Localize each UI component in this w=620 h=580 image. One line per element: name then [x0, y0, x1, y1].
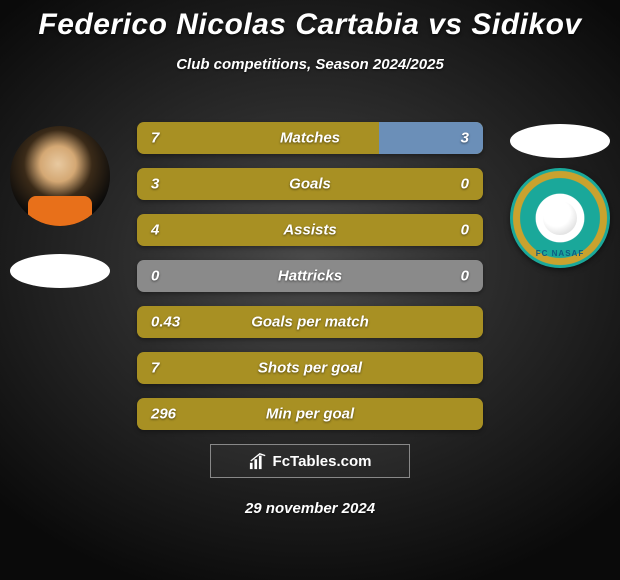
player-left-photo — [10, 126, 110, 226]
stat-label: Assists — [137, 222, 483, 239]
stat-row: 0.43Goals per match — [137, 306, 483, 338]
stats-bars: 73Matches 30Goals 40Assists 00Hattricks 0.43… — [137, 122, 483, 444]
subtitle: Club competitions, Season 2024/2025 — [0, 56, 620, 73]
stat-label: Goals per match — [137, 314, 483, 331]
player-left-flag — [10, 254, 110, 288]
page-title: Federico Nicolas Cartabia vs Sidikov — [0, 0, 620, 42]
stat-label: Shots per goal — [137, 360, 483, 377]
stat-row: 296Min per goal — [137, 398, 483, 430]
stat-row: 40Assists — [137, 214, 483, 246]
branding-text: FcTables.com — [273, 453, 372, 470]
stat-label: Min per goal — [137, 406, 483, 423]
club-badge-text: FC NASAF — [510, 249, 610, 258]
player-right-flag — [510, 124, 610, 158]
stat-row: 73Matches — [137, 122, 483, 154]
stat-label: Goals — [137, 176, 483, 193]
stat-row: 00Hattricks — [137, 260, 483, 292]
player-right-club-badge: FC NASAF — [510, 168, 610, 268]
chart-icon — [249, 452, 267, 470]
date-text: 29 november 2024 — [0, 500, 620, 517]
stat-label: Matches — [137, 130, 483, 147]
stat-row: 30Goals — [137, 168, 483, 200]
stat-row: 7Shots per goal — [137, 352, 483, 384]
stat-label: Hattricks — [137, 268, 483, 285]
branding-box: FcTables.com — [210, 444, 410, 478]
